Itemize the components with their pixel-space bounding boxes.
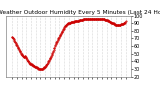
- Title: Milwaukee Weather Outdoor Humidity Every 5 Minutes (Last 24 Hours): Milwaukee Weather Outdoor Humidity Every…: [0, 10, 160, 15]
